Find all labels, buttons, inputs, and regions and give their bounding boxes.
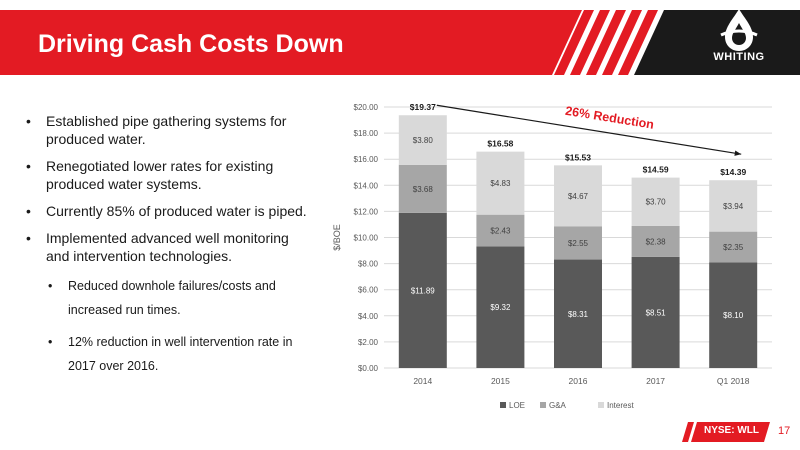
- data-label: $2.43: [490, 227, 511, 236]
- whiting-logo: WHITING: [703, 5, 775, 75]
- legend-swatch: [500, 402, 506, 408]
- page-number: 17: [778, 425, 791, 437]
- stripe-3: [586, 10, 626, 75]
- bullet-item: • Reduced downhole failures/costs and inc…: [44, 274, 312, 322]
- bar-segment: [709, 231, 758, 263]
- total-label: $14.59: [643, 165, 669, 175]
- x-tick-label: Q1 2018: [717, 376, 750, 386]
- bullet-item: • Renegotiated lower rates for existing p…: [22, 157, 312, 193]
- legend-swatch: [598, 402, 604, 408]
- stripe-1: [554, 10, 594, 75]
- y-tick-label: $6.00: [358, 286, 379, 295]
- y-tick-label: $2.00: [358, 338, 379, 347]
- y-tick-label: $0.00: [358, 364, 379, 373]
- bar-segment: [476, 151, 525, 215]
- bullet-text: Renegotiated lower rates for existing pr…: [46, 158, 274, 192]
- data-label: $3.80: [413, 136, 434, 145]
- bullet-item: • Established pipe gathering systems for …: [22, 112, 312, 148]
- header-band: Driving Cash Costs Down WHITING: [0, 0, 800, 83]
- bullet-dot-icon: •: [48, 279, 53, 293]
- data-label: $3.94: [723, 202, 744, 211]
- logo-text: WHITING: [713, 51, 765, 63]
- data-label: $3.70: [646, 198, 667, 207]
- bar-segment: [631, 256, 680, 368]
- data-label: $9.32: [490, 303, 511, 312]
- bar-segment: [631, 177, 680, 226]
- bar-segment: [709, 262, 758, 368]
- y-tick-label: $20.00: [354, 103, 379, 112]
- data-label: $2.38: [646, 237, 667, 246]
- bullet-dot-icon: •: [26, 230, 31, 246]
- title-bar: [0, 10, 800, 75]
- bullet-item: • Implemented advanced well monitoring an…: [22, 229, 312, 265]
- bullet-text: Established pipe gathering systems for p…: [46, 113, 287, 147]
- data-label: $4.67: [568, 192, 589, 201]
- bullet-text: Reduced downhole failures/costs and incr…: [68, 279, 276, 317]
- data-label: $8.10: [723, 311, 744, 320]
- bullet-text: 12% reduction in well intervention rate …: [68, 335, 293, 373]
- y-tick-label: $16.00: [354, 155, 379, 164]
- x-tick-label: 2016: [569, 376, 588, 386]
- footer-bar: [682, 422, 770, 442]
- y-tick-label: $14.00: [354, 181, 379, 190]
- bullet-item: • Currently 85% of produced water is pipe…: [22, 202, 312, 220]
- bullet-item: • 12% reduction in well intervention rate…: [44, 330, 312, 378]
- stripe-4: [602, 10, 642, 75]
- stripe-5: [618, 10, 658, 75]
- legend-label: LOE: [509, 401, 525, 410]
- total-label: $15.53: [565, 152, 591, 162]
- bar-segment: [709, 180, 758, 232]
- bullet-text: Implemented advanced well monitoring and…: [46, 230, 289, 264]
- y-tick-label: $8.00: [358, 260, 379, 269]
- bar-segment: [631, 225, 680, 257]
- title-bar-black: [634, 10, 800, 75]
- y-tick-label: $10.00: [354, 234, 379, 243]
- footer: NYSE: WLL 17: [682, 422, 800, 442]
- drop-icon: [720, 9, 758, 51]
- data-label: $11.89: [411, 286, 435, 295]
- y-tick-label: $12.00: [354, 207, 379, 216]
- bar-segment: [476, 246, 525, 368]
- bar-segment: [476, 214, 525, 247]
- x-tick-label: 2015: [491, 376, 510, 386]
- reduction-arrow-line: [436, 104, 742, 155]
- bar-segment: [554, 165, 602, 227]
- bullet-dot-icon: •: [26, 158, 31, 174]
- bullet-dot-icon: •: [48, 335, 53, 349]
- ticker: NYSE: WLL: [704, 425, 759, 436]
- total-label: $14.39: [720, 167, 746, 177]
- bullet-dot-icon: •: [26, 113, 31, 129]
- data-label: $4.83: [490, 179, 511, 188]
- title-bar-red: [0, 10, 582, 75]
- data-label: $3.68: [413, 185, 434, 194]
- ticker-prefix: NYSE:: [704, 425, 738, 436]
- y-tick-label: $4.00: [358, 312, 379, 321]
- data-label: $8.51: [646, 308, 667, 317]
- bar-segment: [398, 212, 447, 368]
- x-tick-label: 2017: [646, 376, 665, 386]
- data-label: $8.31: [568, 310, 589, 319]
- bar-segment: [554, 226, 602, 260]
- bar-segment: [398, 115, 447, 165]
- legend-label: Interest: [607, 401, 634, 410]
- ticker-symbol: WLL: [737, 425, 759, 436]
- x-tick-label: 2014: [413, 376, 432, 386]
- data-label: $2.55: [568, 239, 589, 248]
- slide-title: Driving Cash Costs Down: [38, 30, 344, 58]
- total-label: $16.58: [487, 139, 513, 149]
- legend-swatch: [540, 402, 546, 408]
- y-axis-label: $/BOE: [332, 224, 342, 251]
- bullet-text: Currently 85% of produced water is piped…: [46, 203, 307, 219]
- legend-label: G&A: [549, 401, 567, 410]
- reduction-arrow-head-icon: [734, 150, 742, 156]
- data-label: $2.35: [723, 243, 744, 252]
- bullet-dot-icon: •: [26, 203, 31, 219]
- y-tick-label: $18.00: [354, 129, 379, 138]
- bar-segment: [398, 164, 447, 213]
- bar-segment: [554, 259, 602, 368]
- stripe-2: [570, 10, 610, 75]
- total-label: $19.37: [410, 102, 436, 112]
- cost-chart: $0.00 $2.00 $4.00 $6.00 $8.00 $10.00 $12.00 $14…: [332, 102, 772, 410]
- bullet-list: • Established pipe gathering systems for …: [22, 112, 312, 386]
